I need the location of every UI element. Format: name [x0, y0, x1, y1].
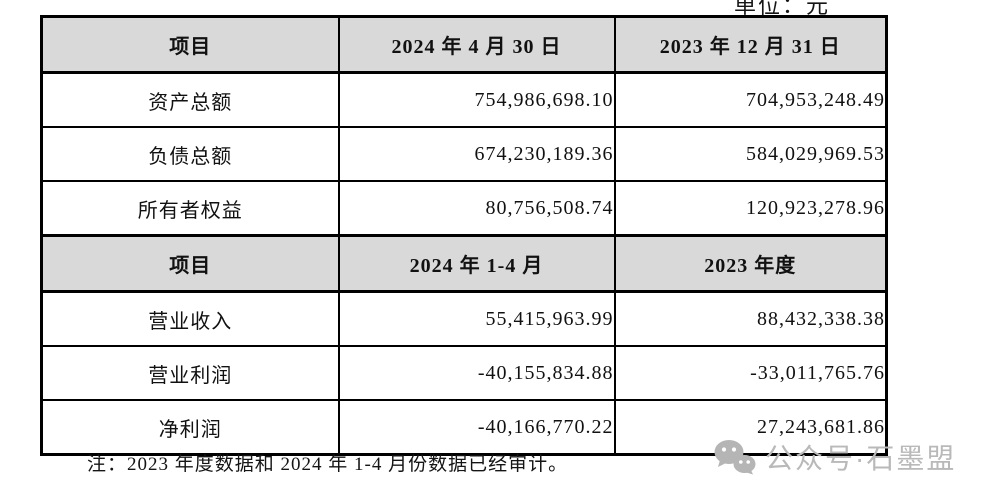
value-2023: -33,011,765.76 [613, 345, 888, 401]
value-2024: -40,155,834.88 [337, 345, 616, 401]
watermark: 公众号·石墨盟 [714, 437, 956, 477]
table-row-owners-equity: 所有者权益 80,756,508.74 120,923,278.96 [40, 180, 888, 237]
row-label: 资产总额 [40, 71, 340, 128]
income-statement-header-row: 项目 2024 年 1-4 月 2023 年度 [40, 234, 888, 293]
table-row-total-liabilities: 负债总额 674,230,189.36 584,029,969.53 [40, 126, 888, 182]
table-row-operating-profit: 营业利润 -40,155,834.88 -33,011,765.76 [40, 345, 888, 401]
audit-note: 注：2023 年度数据和 2024 年 1-4 月份数据已经审计。 [87, 454, 569, 475]
value-2023: 88,432,338.38 [613, 290, 888, 347]
value-2023: 584,029,969.53 [613, 126, 888, 182]
value-2023: 704,953,248.49 [613, 71, 888, 128]
value-2024: 55,415,963.99 [337, 290, 616, 347]
value-2023: 27,243,681.86 [613, 399, 888, 456]
wechat-icon [714, 439, 756, 475]
value-2024: 754,986,698.10 [337, 71, 616, 128]
header-cell-item: 项目 [40, 234, 340, 293]
table-row-net-profit: 净利润 -40,166,770.22 27,243,681.86 [40, 399, 888, 456]
value-2024: 674,230,189.36 [337, 126, 616, 182]
header-cell-period-2024: 2024 年 1-4 月 [337, 234, 616, 293]
row-label: 所有者权益 [40, 180, 340, 237]
header-cell-date-2024: 2024 年 4 月 30 日 [337, 15, 616, 74]
header-cell-period-2023: 2023 年度 [613, 234, 888, 293]
financial-summary-table: 项目 2024 年 4 月 30 日 2023 年 12 月 31 日 资产总额… [40, 15, 888, 456]
row-label: 净利润 [40, 399, 340, 456]
unit-label: 单位：元 [734, 0, 831, 18]
watermark-text: 公众号·石墨盟 [765, 443, 957, 474]
value-2024: -40,166,770.22 [337, 399, 616, 456]
header-cell-item: 项目 [40, 15, 340, 74]
balance-sheet-header-row: 项目 2024 年 4 月 30 日 2023 年 12 月 31 日 [40, 15, 888, 74]
table-row-operating-revenue: 营业收入 55,415,963.99 88,432,338.38 [40, 290, 888, 347]
row-label: 营业收入 [40, 290, 340, 347]
row-label: 营业利润 [40, 345, 340, 401]
value-2024: 80,756,508.74 [337, 180, 616, 237]
row-label: 负债总额 [40, 126, 340, 182]
table-row-total-assets: 资产总额 754,986,698.10 704,953,248.49 [40, 71, 888, 128]
value-2023: 120,923,278.96 [613, 180, 888, 237]
header-cell-date-2023: 2023 年 12 月 31 日 [613, 15, 888, 74]
